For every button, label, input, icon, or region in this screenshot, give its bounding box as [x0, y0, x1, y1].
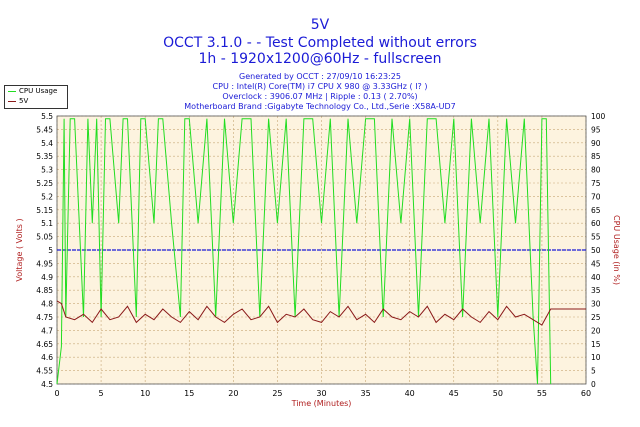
- y-left-tick-label: 5.45: [36, 125, 53, 134]
- y-left-tick-label: 4.65: [36, 340, 53, 349]
- x-tick-label: 25: [272, 389, 282, 398]
- y-left-tick-label: 5.3: [41, 166, 53, 175]
- y-right-tick-label: 90: [591, 139, 601, 148]
- legend-item-5v: 5V: [5, 96, 67, 106]
- chart-subtitle-display-mode: 1h - 1920x1200@60Hz - fullscreen: [198, 51, 442, 67]
- x-tick-label: 45: [449, 389, 459, 398]
- info-overclock: Overclock : 3906.07 MHz | Ripple : 0.13 …: [222, 92, 418, 101]
- y-right-tick-label: 35: [591, 286, 601, 295]
- y-left-tick-label: 5.25: [36, 179, 53, 188]
- y-left-tick-label: 5: [48, 246, 53, 255]
- y-right-tick-label: 95: [591, 125, 601, 134]
- series-line-cpu-usage: [56, 118, 552, 385]
- y-left-tick-label: 4.6: [41, 353, 53, 362]
- legend-item-cpu-usage: CPU Usage: [5, 86, 67, 96]
- y-left-tick-label: 5.4: [41, 139, 53, 148]
- y-right-tick-label: 50: [591, 246, 601, 255]
- info-generated: Generated by OCCT : 27/09/10 16:23:25: [239, 72, 401, 81]
- y-left-tick-label: 5.1: [41, 219, 53, 228]
- x-tick-label: 20: [228, 389, 238, 398]
- y-right-tick-label: 65: [591, 206, 601, 215]
- y-left-tick-label: 4.75: [36, 313, 53, 322]
- x-tick-label: 15: [184, 389, 194, 398]
- y-right-tick-label: 10: [591, 353, 601, 362]
- x-tick-label: 0: [54, 389, 59, 398]
- y-right-tick-label: 30: [591, 300, 601, 309]
- y-right-tick-label: 75: [591, 179, 601, 188]
- x-tick-label: 50: [493, 389, 503, 398]
- y-left-tick-label: 4.55: [36, 367, 53, 376]
- y-right-tick-label: 55: [591, 233, 601, 242]
- y-left-tick-label: 5.35: [36, 152, 53, 161]
- x-tick-label: 60: [581, 389, 591, 398]
- y-right-tick-label: 60: [591, 219, 601, 228]
- y-right-tick-label: 5: [591, 367, 596, 376]
- chart-subtitle-test-status: OCCT 3.1.0 - - Test Completed without er…: [163, 35, 477, 51]
- info-cpu: CPU : Intel(R) Core(TM) i7 CPU X 980 @ 3…: [212, 82, 428, 91]
- y-left-tick-label: 4.95: [36, 259, 53, 268]
- y-left-tick-label: 4.8: [41, 300, 53, 309]
- y-left-tick-label: 5.15: [36, 206, 53, 215]
- x-tick-label: 10: [140, 389, 150, 398]
- series-line-5v: [56, 300, 586, 326]
- x-axis-title: Time (Minutes): [291, 399, 352, 408]
- x-tick-label: 35: [360, 389, 370, 398]
- y-left-tick-label: 5.05: [36, 233, 53, 242]
- x-tick-label: 40: [405, 389, 415, 398]
- x-tick-label: 30: [316, 389, 326, 398]
- y-left-tick-label: 5.2: [41, 192, 53, 201]
- y-right-tick-label: 40: [591, 273, 601, 282]
- y-left-tick-label: 4.85: [36, 286, 53, 295]
- y-left-tick-label: 4.9: [41, 273, 53, 282]
- info-motherboard: Motherboard Brand :Gigabyte Technology C…: [184, 102, 456, 111]
- y-right-axis-title: CPU Usage (in %): [612, 215, 621, 285]
- y-right-tick-label: 100: [591, 112, 606, 121]
- legend-label-5v: 5V: [19, 97, 29, 105]
- y-right-tick-label: 15: [591, 340, 601, 349]
- y-right-tick-label: 70: [591, 192, 601, 201]
- chart-title: 5V: [310, 17, 330, 33]
- y-right-tick-label: 45: [591, 259, 601, 268]
- x-tick-label: 55: [537, 389, 547, 398]
- y-right-tick-label: 0: [591, 380, 596, 389]
- legend-label-cpu-usage: CPU Usage: [19, 87, 58, 95]
- x-tick-label: 5: [99, 389, 104, 398]
- legend-swatch-5v: [8, 101, 16, 102]
- y-left-tick-label: 5.5: [41, 112, 53, 121]
- y-left-axis-title: Voltage ( Volts ): [15, 218, 24, 281]
- y-right-tick-label: 80: [591, 166, 601, 175]
- y-left-tick-label: 4.5: [41, 380, 53, 389]
- y-right-tick-label: 20: [591, 326, 601, 335]
- chart-legend: CPU Usage 5V: [4, 85, 68, 109]
- legend-swatch-cpu-usage: [8, 91, 16, 92]
- y-right-tick-label: 85: [591, 152, 601, 161]
- y-left-tick-label: 4.7: [41, 326, 53, 335]
- y-right-tick-label: 25: [591, 313, 601, 322]
